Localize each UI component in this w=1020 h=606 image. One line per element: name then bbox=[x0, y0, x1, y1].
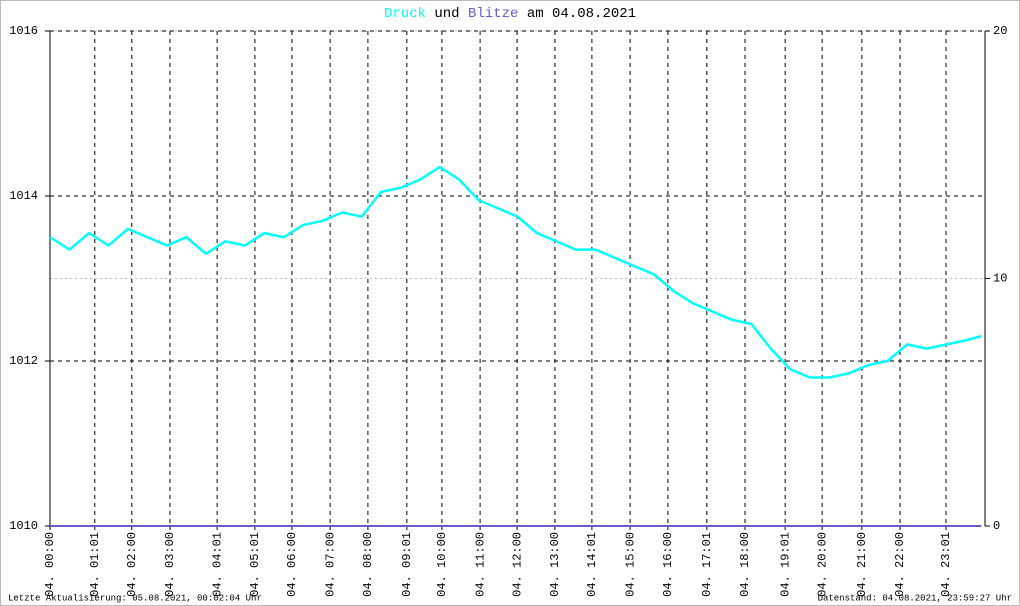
x-tick-label: 04. 16:00 bbox=[661, 532, 675, 597]
x-tick-label: 04. 11:00 bbox=[473, 532, 487, 597]
x-tick-label: 04. 06:00 bbox=[285, 532, 299, 597]
x-tick-label: 04. 01:01 bbox=[88, 532, 102, 597]
x-tick-label: 04. 15:00 bbox=[623, 532, 637, 597]
y2-tick-label: 20 bbox=[993, 24, 1007, 38]
x-tick-label: 04. 13:00 bbox=[548, 532, 562, 597]
x-tick-label: 04. 17:01 bbox=[700, 532, 714, 597]
x-tick-label: 04. 20:00 bbox=[815, 532, 829, 597]
x-tick-label: 04. 14:01 bbox=[585, 532, 599, 597]
y-tick-label: 1010 bbox=[9, 519, 38, 533]
title-series: Druck bbox=[384, 6, 426, 22]
x-tick-label: 04. 05:01 bbox=[248, 532, 262, 597]
x-tick-label: 04. 23:01 bbox=[939, 532, 953, 597]
x-tick-label: 04. 08:00 bbox=[361, 532, 375, 597]
x-tick-label: 04. 22:00 bbox=[893, 532, 907, 597]
y-tick-label: 1014 bbox=[9, 189, 38, 203]
y-tick-label: 1012 bbox=[9, 354, 38, 368]
title-joiner: und bbox=[434, 6, 459, 22]
x-tick-label: 04. 18:00 bbox=[738, 532, 752, 597]
footer-right: Datenstand: 04.08.2021, 23:59:27 Uhr bbox=[818, 593, 1012, 603]
y-tick-label: 1016 bbox=[9, 24, 38, 38]
x-tick-label: 04. 21:00 bbox=[855, 532, 869, 597]
x-tick-label: 04. 04:01 bbox=[210, 532, 224, 597]
y2-tick-label: 10 bbox=[993, 272, 1007, 286]
x-tick-label: 04. 07:00 bbox=[323, 532, 337, 597]
title-suffix: am 04.08.2021 bbox=[527, 6, 636, 22]
x-tick-label: 04. 00:00 bbox=[43, 532, 57, 597]
x-tick-label: 04. 03:00 bbox=[163, 532, 177, 597]
title-series: Blitze bbox=[468, 6, 518, 22]
chart-title: Druck und Blitze am 04.08.2021 bbox=[384, 6, 636, 22]
footer-left: Letzte Aktualisierung: 05.08.2021, 00:02… bbox=[8, 593, 262, 603]
x-tick-label: 04. 10:00 bbox=[435, 532, 449, 597]
x-tick-label: 04. 12:00 bbox=[510, 532, 524, 597]
data-line bbox=[49, 165, 982, 379]
x-tick-label: 04. 02:00 bbox=[125, 532, 139, 597]
y2-tick-label: 0 bbox=[993, 519, 1000, 533]
x-tick-label: 04. 09:01 bbox=[400, 532, 414, 597]
x-tick-label: 04. 19:01 bbox=[778, 532, 792, 597]
